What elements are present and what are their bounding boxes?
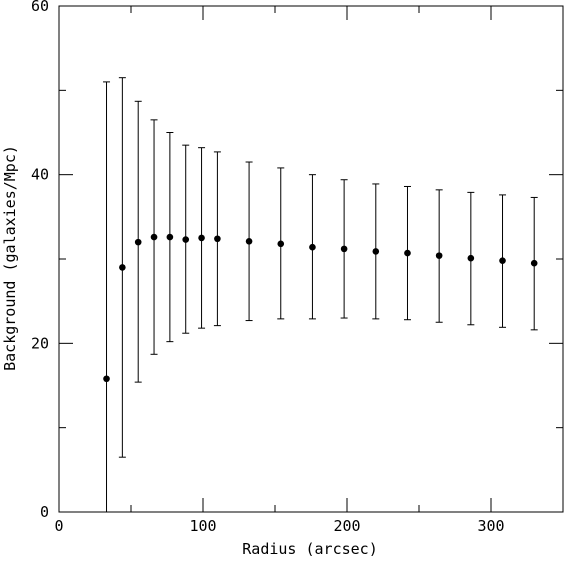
data-point <box>404 249 411 257</box>
data-point <box>435 252 443 259</box>
y-axis-label: Background (galaxies/Mpc) <box>1 145 19 371</box>
data-point <box>198 234 205 242</box>
y-tick-label: 20 <box>31 334 49 352</box>
data-point <box>467 254 475 262</box>
data-point <box>277 240 285 248</box>
y-tick-label: 60 <box>31 0 49 15</box>
data-point <box>103 375 110 383</box>
x-tick-label: 100 <box>189 517 216 535</box>
data-point <box>372 248 380 255</box>
x-axis-label: Radius (arcsec) <box>242 540 377 558</box>
data-point <box>134 238 142 246</box>
data-point <box>245 237 253 245</box>
x-tick-label: 0 <box>54 517 63 535</box>
data-point <box>499 257 506 264</box>
data-point <box>119 264 126 271</box>
y-tick-label: 40 <box>31 166 49 184</box>
plot-frame <box>58 5 564 513</box>
data-point <box>340 245 348 253</box>
data-point <box>214 235 221 243</box>
data-point <box>182 236 190 243</box>
data-point <box>530 259 538 267</box>
x-tick-label: 200 <box>333 517 360 535</box>
x-tick-label: 300 <box>477 517 504 535</box>
data-point <box>309 243 316 251</box>
data-point <box>166 233 174 241</box>
y-tick-label: 0 <box>40 503 49 521</box>
data-point <box>150 233 158 241</box>
